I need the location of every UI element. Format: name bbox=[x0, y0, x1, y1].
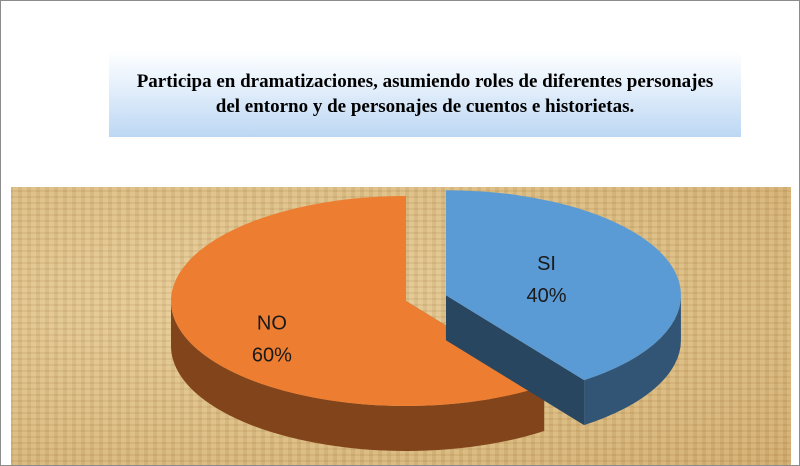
chart-title: Participa en dramatizaciones, asumiendo … bbox=[136, 71, 714, 117]
pie-slice bbox=[445, 190, 681, 426]
pie-slice bbox=[170, 196, 545, 451]
slice-side bbox=[171, 301, 545, 451]
slice-top bbox=[170, 196, 545, 406]
slice-category-label: SI bbox=[537, 253, 556, 275]
slice-value-label: 40% bbox=[527, 285, 567, 307]
title-box: Participa en dramatizaciones, asumiendo … bbox=[109, 51, 741, 137]
slice-category-label: NO bbox=[257, 313, 287, 335]
slice-cut-face bbox=[445, 295, 585, 426]
slice-top bbox=[445, 190, 681, 381]
slice-side bbox=[584, 295, 681, 426]
slice-value-label: 60% bbox=[252, 345, 292, 367]
